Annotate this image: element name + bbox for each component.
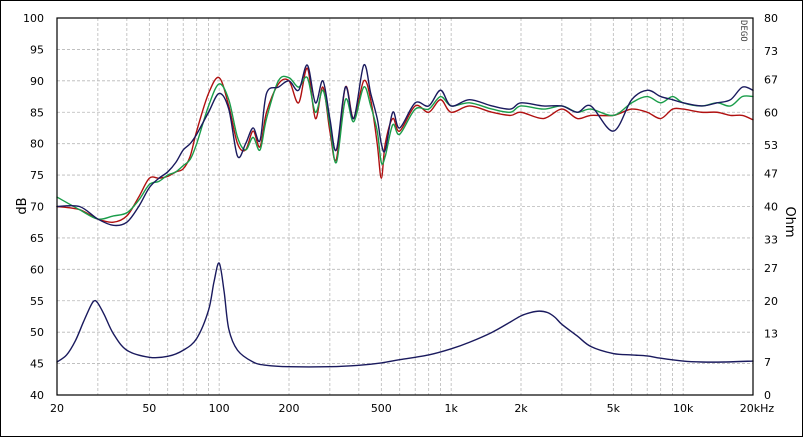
y2-tick-label: 27 [764, 262, 778, 275]
y2-tick-label: 33 [764, 233, 778, 246]
x-tick-label: 10k [673, 402, 694, 415]
y-tick-label: 70 [30, 201, 44, 214]
y-tick-label: 55 [30, 295, 44, 308]
x-tick-label: 100 [209, 402, 230, 415]
series-layer [56, 64, 754, 368]
brand-mark: DEGO [738, 20, 748, 42]
x-tick-label: 50 [142, 402, 156, 415]
y-tick-label: 75 [30, 169, 44, 182]
y2-tick-label: 73 [764, 45, 778, 58]
y2-tick-label: 13 [764, 328, 778, 341]
y-axis-title: dB [15, 197, 30, 214]
y-tick-label: 90 [30, 75, 44, 88]
x-tick-label: 5k [607, 402, 621, 415]
y-tick-label: 65 [30, 232, 44, 245]
x-tick-label: 20kHz [740, 402, 775, 415]
x-tick-label: 500 [371, 402, 392, 415]
y2-axis-title: Ohm [782, 206, 797, 237]
y2-tick-label: 7 [764, 356, 771, 369]
y-tick-label: 40 [30, 389, 44, 402]
y2-tick-label: 80 [764, 12, 778, 25]
y2-tick-label: 60 [764, 106, 778, 119]
y2-tick-label: 53 [764, 139, 778, 152]
y2-tick-label: 67 [764, 73, 778, 86]
x-tick-label: 200 [279, 402, 300, 415]
y2-tick-label: 47 [764, 168, 778, 181]
y2-tick-label: 20 [764, 295, 778, 308]
spl-series-line-3 [56, 64, 754, 227]
y-tick-label: 100 [23, 12, 44, 25]
x-tick-label: 20 [50, 402, 64, 415]
y-tick-label: 80 [30, 138, 44, 151]
y-tick-label: 60 [30, 263, 44, 276]
y-tick-label: 45 [30, 358, 44, 371]
x-tick-label: 2k [514, 402, 528, 415]
plot-border [56, 17, 754, 396]
y-tick-label: 85 [30, 106, 44, 119]
y-tick-label: 95 [30, 43, 44, 56]
x-tick-label: 1k [444, 402, 458, 415]
spl-series-line-2 [56, 75, 754, 220]
impedance-series-line [56, 262, 754, 368]
y2-tick-label: 0 [764, 389, 771, 402]
y-tick-label: 50 [30, 326, 44, 339]
tick-layer: 20 50 100 200 500 1k 2k 5k 10k 20kHz4045505560657… [23, 12, 778, 415]
y2-tick-label: 40 [764, 201, 778, 214]
